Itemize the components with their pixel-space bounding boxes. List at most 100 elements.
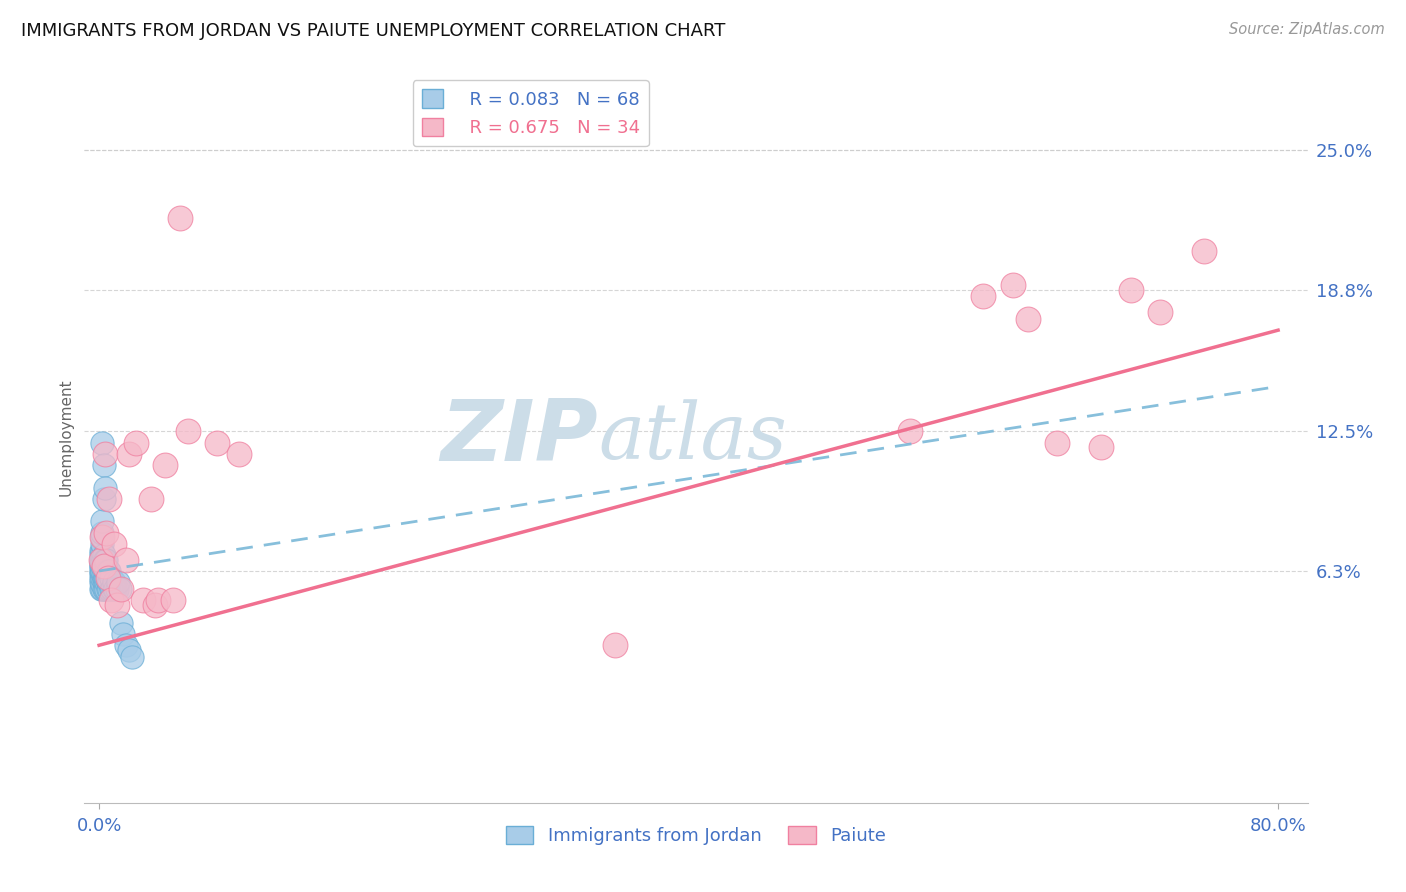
Point bbox=[1001, 278, 1024, 293]
Point bbox=[105, 582, 128, 596]
Text: IMMIGRANTS FROM JORDAN VS PAIUTE UNEMPLOYMENT CORRELATION CHART: IMMIGRANTS FROM JORDAN VS PAIUTE UNEMPLO… bbox=[21, 22, 725, 40]
Point bbox=[91, 525, 114, 540]
Point bbox=[91, 582, 114, 596]
Point bbox=[93, 548, 115, 562]
Point bbox=[91, 435, 114, 450]
Point bbox=[1119, 283, 1142, 297]
Point bbox=[94, 582, 117, 596]
Point bbox=[90, 559, 112, 574]
Point bbox=[104, 582, 127, 596]
Y-axis label: Unemployment: Unemployment bbox=[58, 378, 73, 496]
Point bbox=[139, 491, 162, 506]
Point bbox=[98, 564, 121, 578]
Point bbox=[1017, 312, 1039, 326]
Point bbox=[125, 435, 148, 450]
Point bbox=[93, 559, 115, 574]
Point bbox=[90, 548, 112, 562]
Point bbox=[97, 571, 120, 585]
Point bbox=[110, 582, 132, 596]
Point bbox=[93, 559, 115, 574]
Point bbox=[93, 582, 115, 596]
Point bbox=[1149, 305, 1171, 319]
Point bbox=[205, 435, 228, 450]
Point bbox=[972, 289, 994, 303]
Text: atlas: atlas bbox=[598, 399, 787, 475]
Point bbox=[93, 575, 115, 590]
Point bbox=[91, 515, 114, 529]
Point bbox=[96, 571, 118, 585]
Point bbox=[169, 211, 191, 225]
Point bbox=[97, 575, 120, 590]
Point bbox=[114, 553, 136, 567]
Point bbox=[94, 575, 117, 590]
Point bbox=[228, 447, 250, 461]
Point bbox=[98, 575, 121, 590]
Point bbox=[90, 571, 112, 585]
Point bbox=[105, 598, 128, 612]
Point bbox=[1194, 244, 1216, 259]
Point bbox=[110, 615, 132, 630]
Point bbox=[155, 458, 177, 473]
Point bbox=[103, 582, 125, 596]
Point bbox=[121, 649, 143, 664]
Point bbox=[96, 525, 118, 540]
Point bbox=[98, 582, 121, 596]
Point bbox=[91, 577, 114, 591]
Point bbox=[101, 582, 124, 596]
Point bbox=[91, 548, 114, 562]
Point bbox=[97, 571, 120, 585]
Point bbox=[90, 553, 112, 567]
Point bbox=[94, 564, 117, 578]
Point bbox=[93, 491, 115, 506]
Point bbox=[90, 555, 112, 569]
Point bbox=[98, 491, 121, 506]
Point bbox=[94, 559, 117, 574]
Point bbox=[143, 598, 166, 612]
Point bbox=[91, 553, 114, 567]
Point bbox=[1046, 435, 1069, 450]
Point bbox=[100, 593, 122, 607]
Point bbox=[90, 582, 112, 596]
Point bbox=[91, 555, 114, 569]
Point bbox=[94, 571, 117, 585]
Point bbox=[108, 582, 131, 596]
Point bbox=[90, 564, 112, 578]
Point bbox=[91, 564, 114, 578]
Point bbox=[91, 566, 114, 581]
Point bbox=[132, 593, 155, 607]
Point bbox=[100, 582, 122, 596]
Point bbox=[91, 530, 114, 544]
Point bbox=[97, 564, 120, 578]
Text: Source: ZipAtlas.com: Source: ZipAtlas.com bbox=[1229, 22, 1385, 37]
Point bbox=[162, 593, 184, 607]
Point bbox=[111, 627, 134, 641]
Point bbox=[100, 571, 122, 585]
Point bbox=[91, 530, 114, 544]
Point bbox=[94, 447, 117, 461]
Point bbox=[117, 642, 139, 657]
Point bbox=[1090, 440, 1112, 454]
Text: ZIP: ZIP bbox=[440, 395, 598, 479]
Point bbox=[93, 571, 115, 585]
Point bbox=[94, 481, 117, 495]
Point bbox=[93, 553, 115, 567]
Point bbox=[96, 582, 118, 596]
Point bbox=[90, 566, 112, 581]
Point bbox=[93, 458, 115, 473]
Point bbox=[91, 537, 114, 551]
Point bbox=[90, 559, 112, 574]
Point bbox=[146, 593, 169, 607]
Point bbox=[107, 575, 129, 590]
Legend: Immigrants from Jordan, Paiute: Immigrants from Jordan, Paiute bbox=[499, 819, 893, 852]
Point bbox=[103, 537, 125, 551]
Point bbox=[91, 571, 114, 585]
Point bbox=[91, 543, 114, 558]
Point bbox=[898, 425, 921, 439]
Point bbox=[96, 564, 118, 578]
Point bbox=[90, 575, 112, 590]
Point bbox=[114, 638, 136, 652]
Point bbox=[176, 425, 198, 439]
Point bbox=[93, 566, 115, 581]
Point bbox=[103, 575, 125, 590]
Point bbox=[91, 559, 114, 574]
